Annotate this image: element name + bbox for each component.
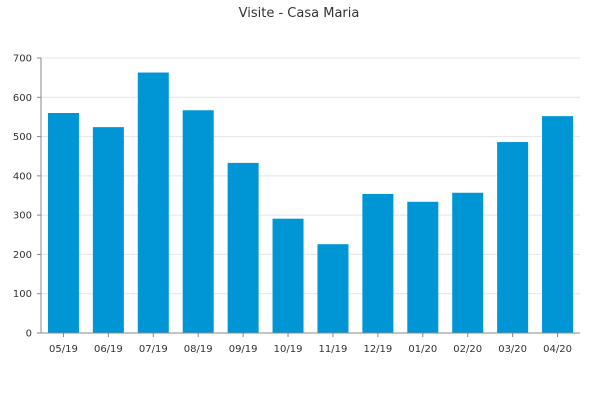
y-tick-label: 500	[13, 132, 32, 143]
x-tick-label: 09/19	[229, 344, 258, 355]
y-tick-label: 0	[26, 329, 32, 340]
gridlines	[41, 57, 580, 295]
bar	[92, 127, 124, 334]
x-tick-label: 06/19	[94, 344, 123, 355]
x-tick-label: 01/20	[408, 344, 437, 355]
x-tick-label: 12/19	[363, 344, 392, 355]
bar	[182, 110, 214, 333]
x-tick-label: 03/20	[498, 344, 527, 355]
x-tick-label: 10/19	[274, 344, 303, 355]
x-tick-label: 05/19	[49, 344, 78, 355]
bar	[452, 192, 484, 333]
bar	[362, 193, 394, 333]
bar	[227, 162, 259, 333]
bars	[47, 72, 574, 334]
y-tick-label: 400	[13, 171, 32, 182]
x-tick-label: 08/19	[184, 344, 213, 355]
axes	[37, 57, 580, 337]
bar	[137, 72, 169, 334]
x-tick-label: 02/20	[453, 344, 482, 355]
y-tick-label: 100	[13, 289, 32, 300]
x-tick-labels: 05/19 06/19 07/19 08/19 09/19 10/19 11/19 12/19…	[49, 344, 572, 355]
bar	[407, 201, 439, 333]
x-tick-label: 11/19	[319, 344, 348, 355]
bar	[47, 113, 79, 333]
y-tick-label: 600	[13, 93, 32, 104]
x-tick-label: 04/20	[543, 344, 572, 355]
y-tick-labels: 0 100 200 300 400 500 600 700	[13, 54, 32, 340]
y-tick-label: 700	[13, 54, 32, 65]
y-tick-label: 200	[13, 250, 32, 261]
bar	[317, 244, 349, 333]
bar	[542, 116, 574, 334]
bar	[272, 218, 304, 333]
bar	[497, 142, 529, 333]
chart-title: Visite - Casa Maria	[239, 6, 360, 21]
y-tick-label: 300	[13, 211, 32, 222]
x-tick-label: 07/19	[139, 344, 168, 355]
